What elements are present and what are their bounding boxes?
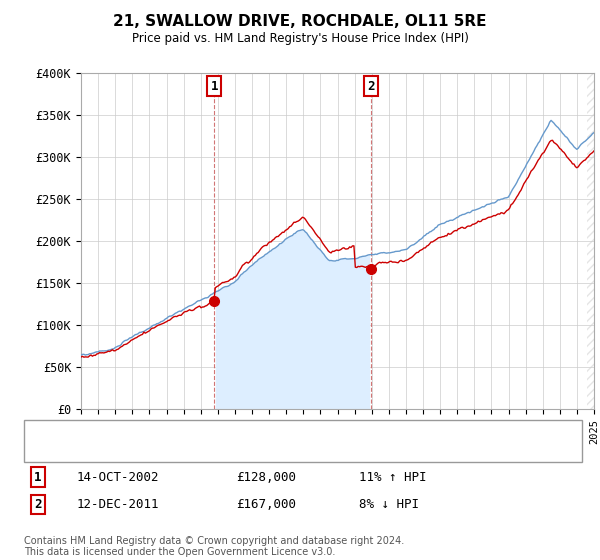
FancyBboxPatch shape xyxy=(24,420,582,462)
Text: 11% ↑ HPI: 11% ↑ HPI xyxy=(359,470,426,483)
Text: HPI: Average price, detached house, Rochdale: HPI: Average price, detached house, Roch… xyxy=(74,446,371,456)
Text: Contains HM Land Registry data © Crown copyright and database right 2024.
This d: Contains HM Land Registry data © Crown c… xyxy=(24,535,404,557)
Text: 14-OCT-2002: 14-OCT-2002 xyxy=(77,470,160,483)
Text: 8% ↓ HPI: 8% ↓ HPI xyxy=(359,498,419,511)
Text: 21, SWALLOW DRIVE, ROCHDALE, OL11 5RE: 21, SWALLOW DRIVE, ROCHDALE, OL11 5RE xyxy=(113,14,487,29)
Text: 1: 1 xyxy=(34,470,42,483)
Text: 1: 1 xyxy=(211,80,218,93)
Text: Price paid vs. HM Land Registry's House Price Index (HPI): Price paid vs. HM Land Registry's House … xyxy=(131,32,469,45)
Text: 21, SWALLOW DRIVE, ROCHDALE, OL11 5RE (detached house): 21, SWALLOW DRIVE, ROCHDALE, OL11 5RE (d… xyxy=(74,427,439,437)
Text: 12-DEC-2011: 12-DEC-2011 xyxy=(77,498,160,511)
Text: £167,000: £167,000 xyxy=(236,498,296,511)
Text: 2: 2 xyxy=(367,80,374,93)
Text: £128,000: £128,000 xyxy=(236,470,296,483)
Text: 2: 2 xyxy=(34,498,42,511)
